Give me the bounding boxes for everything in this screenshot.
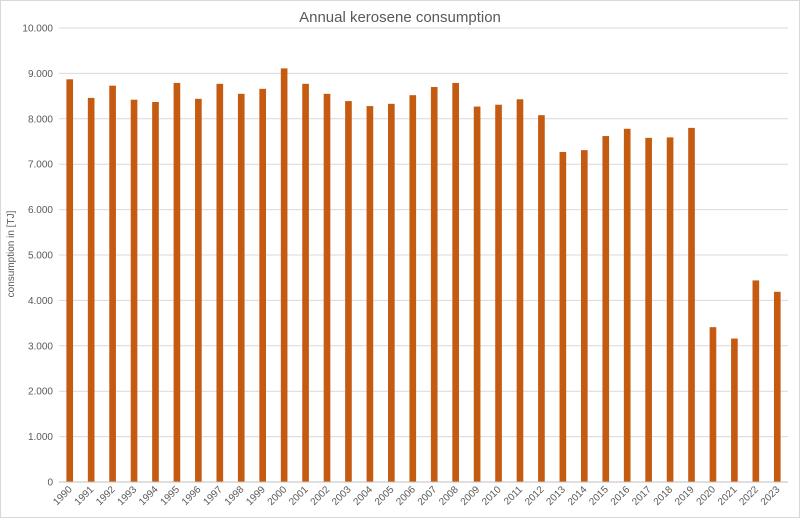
bar-1997: [216, 83, 224, 482]
y-tick-label: 1.000: [28, 432, 53, 443]
x-tick-label: 2001: [287, 484, 311, 508]
bar-2003: [345, 101, 352, 483]
y-tick-label: 8.000: [28, 114, 53, 125]
y-tick-label: 7.000: [28, 160, 53, 171]
x-tick-label: 1995: [159, 484, 183, 508]
bar-1998: [237, 93, 245, 482]
x-tick-label: 2000: [266, 484, 290, 508]
x-tick-label: 2010: [480, 484, 504, 508]
bar-1995: [173, 82, 181, 483]
x-tick-label: 2011: [502, 484, 525, 507]
gridlines: [59, 27, 788, 438]
bar-2020: [709, 327, 717, 482]
x-tick-label: 1990: [51, 484, 75, 508]
y-axis-label: consumption in [TJ]: [6, 210, 17, 297]
x-tick-label: 1999: [244, 484, 268, 508]
bar-2007: [430, 87, 438, 483]
y-tick-label: 5.000: [28, 251, 53, 262]
x-tick-label: 2015: [587, 484, 611, 508]
y-axis-ticks: 0 1.000 2.000 3.000 4.000 5.000 6.000 7.000 8.00…: [22, 24, 53, 489]
x-tick-label: 1993: [116, 484, 140, 508]
bar-1994: [152, 102, 159, 482]
bar-1993: [130, 99, 138, 483]
x-tick-label: 2023: [759, 484, 783, 508]
x-tick-label: 2021: [716, 484, 740, 508]
x-tick-label: 2009: [459, 484, 483, 508]
bar-1992: [109, 85, 116, 483]
y-tick-label: 0: [47, 478, 53, 489]
bar-2012: [538, 115, 545, 482]
bar-2011: [516, 99, 524, 482]
x-tick-label: 2017: [630, 484, 654, 508]
x-tick-label: 2013: [544, 484, 568, 508]
y-tick-label: 2.000: [28, 387, 53, 398]
bar-2016: [623, 128, 631, 482]
y-tick-label: 3.000: [28, 341, 53, 352]
x-tick-label: 2016: [609, 484, 633, 508]
x-tick-label: 2002: [309, 484, 333, 508]
y-tick-label: 6.000: [28, 205, 53, 216]
x-tick-label: 1998: [223, 484, 247, 508]
bar-2013: [559, 151, 567, 482]
x-axis-ticks: 1990199119921993199419951996199719981999…: [51, 484, 782, 508]
x-tick-label: 2004: [352, 484, 376, 508]
bar-2000: [280, 68, 288, 482]
bar-2015: [602, 136, 610, 482]
bar-2021: [731, 338, 738, 482]
x-tick-label: 1991: [73, 484, 97, 508]
bar-2014: [580, 150, 588, 482]
x-tick-label: 1992: [94, 484, 118, 508]
bar-2018: [666, 137, 674, 482]
bar-2022: [752, 280, 760, 482]
bar-2002: [323, 93, 331, 482]
bar-2019: [688, 127, 695, 482]
bar-1990: [66, 79, 74, 482]
x-tick-label: 2008: [437, 484, 461, 508]
bar-2006: [409, 95, 417, 482]
x-tick-label: 2007: [416, 484, 440, 508]
x-tick-label: 2006: [394, 484, 418, 508]
x-tick-label: 1997: [201, 484, 225, 508]
x-tick-label: 2003: [330, 484, 354, 508]
x-tick-label: 2022: [737, 484, 761, 508]
x-tick-label: 2019: [673, 484, 697, 508]
bar-2023: [773, 291, 781, 482]
y-tick-label: 10.000: [22, 24, 53, 35]
bar-1996: [195, 98, 202, 482]
chart-title: Annual kerosene consumption: [299, 9, 501, 26]
x-tick-label: 2020: [695, 484, 719, 508]
x-tick-label: 2018: [652, 484, 676, 508]
bar-2010: [495, 104, 502, 482]
bar-2009: [473, 106, 481, 483]
bar-2001: [302, 83, 309, 482]
bar-2017: [645, 137, 652, 483]
bar-2005: [388, 103, 395, 483]
bar-2008: [452, 82, 459, 483]
x-tick-label: 2012: [523, 484, 547, 508]
y-tick-label: 9.000: [28, 69, 53, 80]
bar-1991: [87, 97, 95, 482]
bar-2004: [366, 106, 374, 482]
bar-1999: [259, 88, 267, 482]
bars: [66, 68, 781, 483]
x-tick-label: 1994: [137, 484, 161, 508]
x-tick-label: 2014: [566, 484, 590, 508]
x-tick-label: 2005: [373, 484, 397, 508]
x-tick-label: 1996: [180, 484, 204, 508]
y-tick-label: 4.000: [28, 296, 53, 307]
